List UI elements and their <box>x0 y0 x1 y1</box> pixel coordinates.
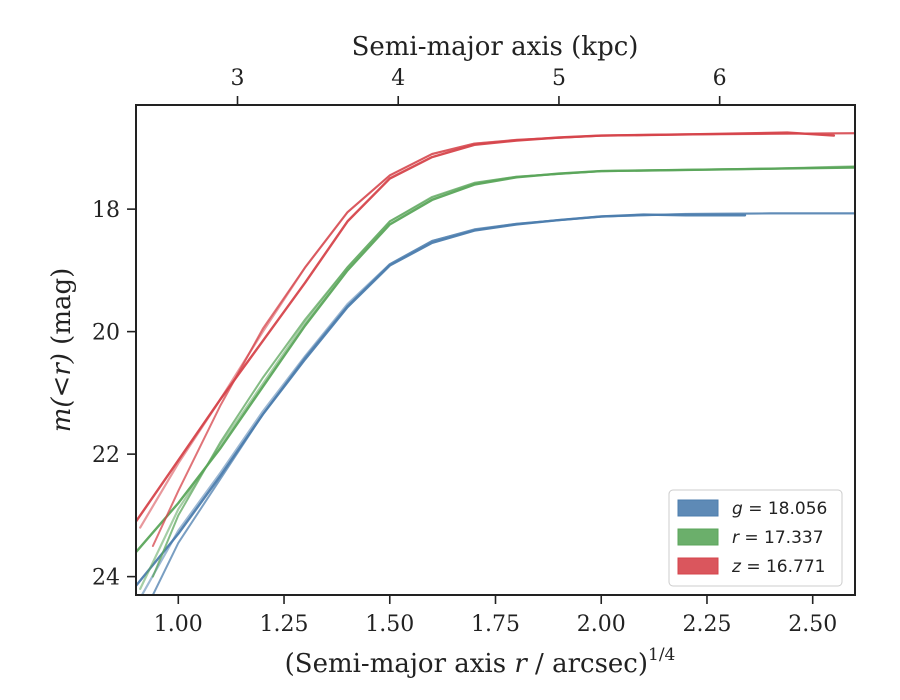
x-tick-label: 1.25 <box>260 612 309 637</box>
ticks-layer: 1.00 1.25 1.50 1.75 2.00 2.25 2.50 18 20 22 24 3 4 5 6 <box>92 66 837 637</box>
y-axis-label: m(<r) (mag) <box>47 268 77 433</box>
y-axis-label-math: m(<r) <box>47 353 77 432</box>
legend-label-g: g = 18.056 <box>732 499 827 519</box>
x-tick-label: 2.00 <box>577 612 626 637</box>
top-x-axis-label: Semi-major axis (kpc) <box>352 32 639 62</box>
legend-label-r: r = 17.337 <box>732 528 824 548</box>
top-x-tick-label: 4 <box>391 66 405 91</box>
series-r <box>136 165 855 590</box>
series-g-curve-1 <box>136 213 747 587</box>
series-z-curve-1 <box>136 131 836 523</box>
x-axis-label: (Semi-major axis r / arcsec)1/4 <box>285 645 676 679</box>
series-z-curve-3 <box>151 132 855 547</box>
top-x-tick-label: 5 <box>552 66 566 91</box>
y-tick-label: 20 <box>92 321 120 346</box>
legend-items: g = 18.056 r = 17.337 z = 16.771 <box>677 499 827 577</box>
x-axis-label-var: r <box>514 649 528 679</box>
legend-swatch-g <box>677 499 719 517</box>
y-tick-label: 18 <box>92 198 120 223</box>
y-axis-label-unit: (mag) <box>47 268 77 353</box>
series-r-curve-3 <box>151 165 855 578</box>
y-tick-label: 22 <box>92 443 120 468</box>
series-z <box>136 131 855 547</box>
series-layer <box>136 131 855 595</box>
top-x-tick-label: 3 <box>231 66 245 91</box>
legend-swatch-z <box>677 557 719 575</box>
top-x-tick-label: 6 <box>713 66 727 91</box>
legend: g = 18.056 r = 17.337 z = 16.771 <box>668 489 843 587</box>
series-z-curve-2 <box>139 132 855 529</box>
series-g-curve-3 <box>151 212 855 595</box>
x-tick-label: 1.00 <box>154 612 203 637</box>
series-g <box>136 212 855 595</box>
y-tick-label: 24 <box>92 566 120 591</box>
x-tick-label: 1.75 <box>471 612 520 637</box>
x-axis-label-prefix: (Semi-major axis <box>285 649 515 679</box>
x-tick-label: 1.50 <box>365 612 414 637</box>
x-axis-label-suffix: / arcsec) <box>527 649 648 679</box>
x-tick-label: 2.25 <box>682 612 731 637</box>
x-axis-label-exponent: 1/4 <box>648 645 675 665</box>
x-tick-label: 2.50 <box>788 612 837 637</box>
legend-swatch-r <box>677 528 719 546</box>
legend-label-z: z = 16.771 <box>731 557 825 577</box>
